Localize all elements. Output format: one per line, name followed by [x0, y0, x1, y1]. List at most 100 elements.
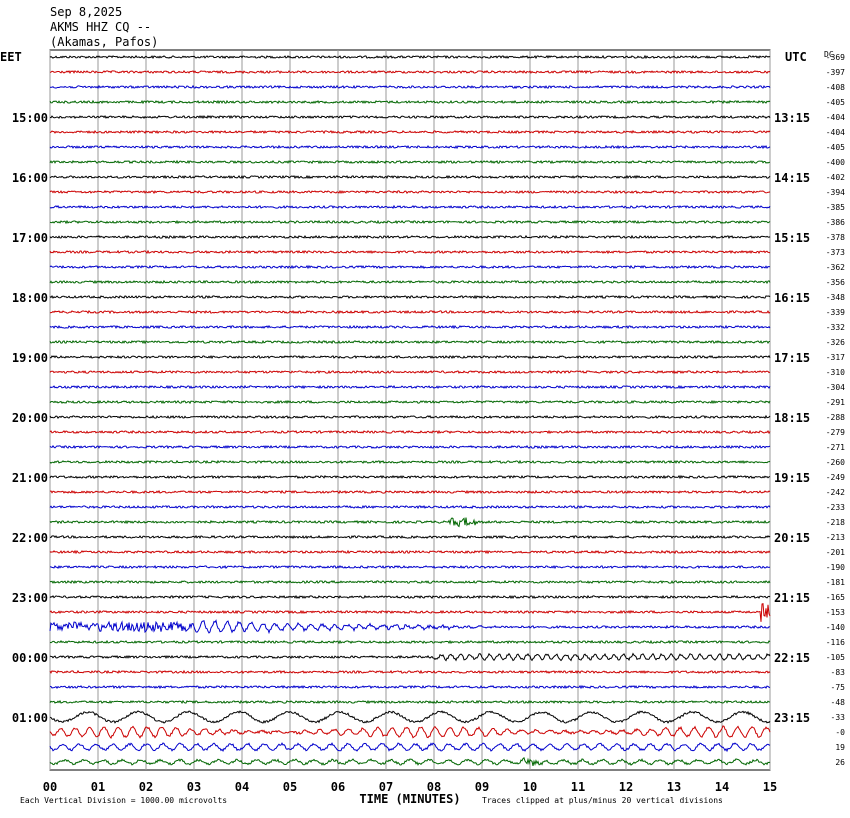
- dc-offset: -356: [826, 278, 845, 287]
- dc-offset: -140: [826, 623, 845, 632]
- x-axis-title: TIME (MINUTES): [359, 792, 460, 806]
- seismic-trace: [49, 279, 771, 285]
- x-tick-label: 07: [379, 780, 393, 794]
- right-time-label: 22:15: [774, 651, 810, 665]
- dc-offset: -48: [831, 698, 846, 707]
- seismic-trace: [49, 324, 771, 330]
- dc-offset: -291: [826, 398, 845, 407]
- seismic-trace: [49, 354, 771, 360]
- dc-offset: -271: [826, 443, 845, 452]
- right-time-label: 14:15: [774, 171, 810, 185]
- dc-offset: -317: [826, 353, 845, 362]
- seismic-trace: [49, 129, 771, 135]
- right-time-label: 19:15: [774, 471, 810, 485]
- date: Sep 8,2025: [50, 5, 122, 19]
- seismic-trace: [49, 504, 771, 510]
- left-time-label: 01:00: [12, 711, 48, 725]
- dc-offset: -181: [826, 578, 845, 587]
- seismic-trace: [49, 174, 771, 180]
- seismic-trace: [49, 294, 771, 300]
- dc-offset: -153: [826, 608, 845, 617]
- seismic-trace: [49, 309, 771, 315]
- dc-offset: -201: [826, 548, 845, 557]
- left-time-label: 19:00: [12, 351, 48, 365]
- dc-offset: -213: [826, 533, 845, 542]
- seismic-trace: [49, 725, 771, 739]
- dc-offset: -190: [826, 563, 845, 572]
- dc-offset: -362: [826, 263, 845, 272]
- dc-offset: -405: [826, 98, 845, 107]
- right-time-label: 15:15: [774, 231, 810, 245]
- seismic-trace: [49, 517, 771, 528]
- left-time-label: 15:00: [12, 111, 48, 125]
- dc-offset: -233: [826, 503, 845, 512]
- seismic-trace: [49, 84, 771, 90]
- seismic-trace: [49, 756, 771, 767]
- seismic-trace: [49, 114, 771, 120]
- seismic-trace: [49, 742, 771, 753]
- dc-offset: -404: [826, 128, 845, 137]
- dc-offset: -400: [826, 158, 845, 167]
- x-tick-label: 11: [571, 780, 585, 794]
- left-time-label: 22:00: [12, 531, 48, 545]
- dc-offset: -397: [826, 68, 845, 77]
- seismic-trace: [49, 219, 771, 225]
- dc-offset: -369: [826, 53, 845, 62]
- dc-offset: -378: [826, 233, 845, 242]
- right-time-label: 16:15: [774, 291, 810, 305]
- right-time-label: 21:15: [774, 591, 810, 605]
- dc-offset: -83: [831, 668, 846, 677]
- seismic-trace: [49, 264, 771, 270]
- seismic-trace: [49, 339, 770, 345]
- dc-offset: -242: [826, 488, 845, 497]
- seismic-trace: [49, 99, 771, 105]
- x-tick-label: 05: [283, 780, 297, 794]
- dc-offset: -105: [826, 653, 845, 662]
- seismic-trace: [49, 204, 771, 210]
- dc-offset: -373: [826, 248, 845, 257]
- seismic-trace: [49, 619, 771, 635]
- x-tick-label: 13: [667, 780, 681, 794]
- seismic-trace: [50, 564, 770, 570]
- x-tick-label: 01: [91, 780, 105, 794]
- seismic-trace: [49, 54, 771, 60]
- x-tick-label: 14: [715, 780, 729, 794]
- x-tick-label: 08: [427, 780, 441, 794]
- seismic-trace: [49, 603, 771, 622]
- dc-offset: -165: [826, 593, 845, 602]
- seismic-trace: [49, 684, 771, 690]
- right-timezone: UTC: [785, 50, 807, 64]
- seismic-trace: [49, 549, 771, 555]
- x-tick-label: 10: [523, 780, 537, 794]
- x-tick-label: 00: [43, 780, 57, 794]
- seismic-trace: [49, 639, 771, 645]
- dc-offset: -288: [826, 413, 845, 422]
- seismic-trace: [49, 234, 771, 240]
- dc-offset: -260: [826, 458, 845, 467]
- x-tick-label: 12: [619, 780, 633, 794]
- dc-offset: -332: [826, 323, 845, 332]
- dc-offset: -404: [826, 113, 845, 122]
- dc-offset: -405: [826, 143, 845, 152]
- seismic-trace: [49, 399, 771, 405]
- seismic-trace: [49, 189, 771, 195]
- seismic-trace: [49, 489, 771, 495]
- plot-frame: [49, 49, 771, 771]
- station: AKMS HHZ CQ --: [50, 20, 151, 34]
- scale-note: Each Vertical Division = 1000.00 microvo…: [20, 796, 227, 805]
- dc-offset: -304: [826, 383, 845, 392]
- right-time-label: 18:15: [774, 411, 810, 425]
- seismic-trace: [49, 384, 771, 390]
- x-tick-label: 04: [235, 780, 249, 794]
- dc-offset: -402: [826, 173, 845, 182]
- dc-offset: 19: [835, 743, 845, 752]
- x-tick-label: 09: [475, 780, 489, 794]
- right-time-label: 23:15: [774, 711, 810, 725]
- dc-offset: -339: [826, 308, 845, 317]
- dc-offset: -326: [826, 338, 845, 347]
- left-time-label: 20:00: [12, 411, 48, 425]
- right-time-label: 17:15: [774, 351, 810, 365]
- dc-header: DC: [824, 50, 834, 59]
